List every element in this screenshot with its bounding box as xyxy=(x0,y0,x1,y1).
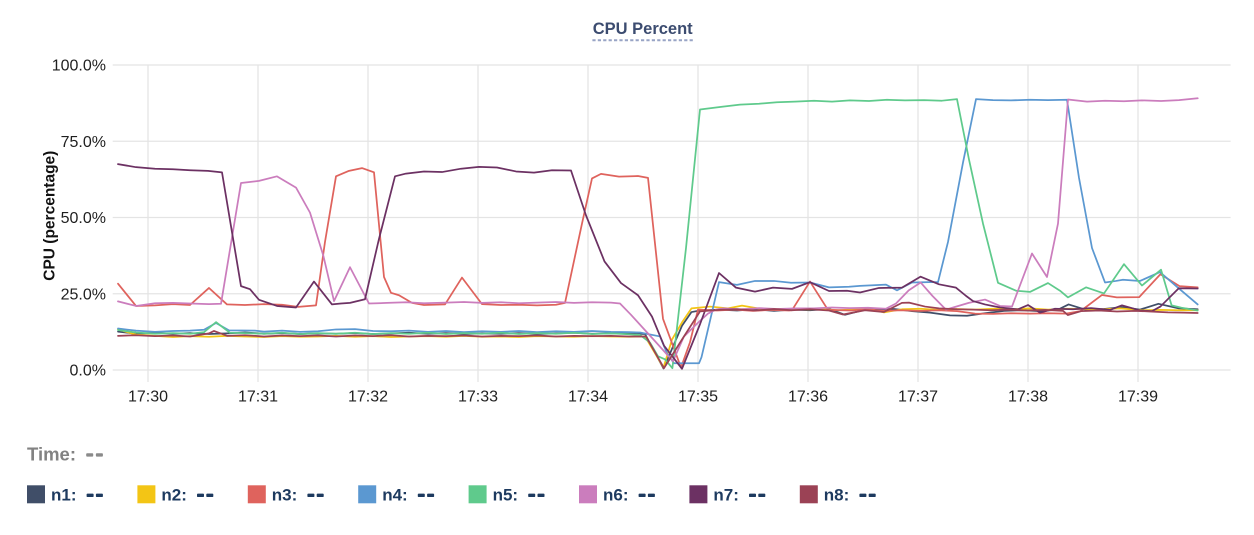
svg-text:17:31: 17:31 xyxy=(238,389,278,406)
svg-text:0.0%: 0.0% xyxy=(70,363,106,380)
svg-text:25.0%: 25.0% xyxy=(61,286,106,303)
svg-text:17:33: 17:33 xyxy=(458,389,498,406)
svg-text:17:32: 17:32 xyxy=(348,389,388,406)
svg-text:75.0%: 75.0% xyxy=(61,134,106,151)
svg-text:n1:: n1: xyxy=(51,486,77,505)
svg-text:n4:: n4: xyxy=(382,486,408,505)
svg-text:100.0%: 100.0% xyxy=(52,58,106,75)
svg-text:n3:: n3: xyxy=(272,486,298,505)
svg-text:CPU (percentage): CPU (percentage) xyxy=(42,151,59,281)
svg-text:50.0%: 50.0% xyxy=(61,210,106,227)
svg-text:n5:: n5: xyxy=(493,486,518,505)
svg-text:n7:: n7: xyxy=(713,486,739,505)
svg-text:Time:: Time: xyxy=(27,443,76,464)
svg-text:17:30: 17:30 xyxy=(128,389,168,406)
svg-text:17:35: 17:35 xyxy=(678,389,718,406)
svg-text:17:38: 17:38 xyxy=(1008,389,1048,406)
svg-text:17:34: 17:34 xyxy=(568,389,608,406)
svg-text:n8:: n8: xyxy=(824,486,850,505)
svg-text:17:36: 17:36 xyxy=(788,389,828,406)
svg-text:17:39: 17:39 xyxy=(1118,389,1158,406)
svg-text:n2:: n2: xyxy=(161,486,187,505)
svg-text:CPU Percent: CPU Percent xyxy=(593,20,693,38)
svg-text:17:37: 17:37 xyxy=(898,389,938,406)
svg-text:n6:: n6: xyxy=(603,486,629,505)
